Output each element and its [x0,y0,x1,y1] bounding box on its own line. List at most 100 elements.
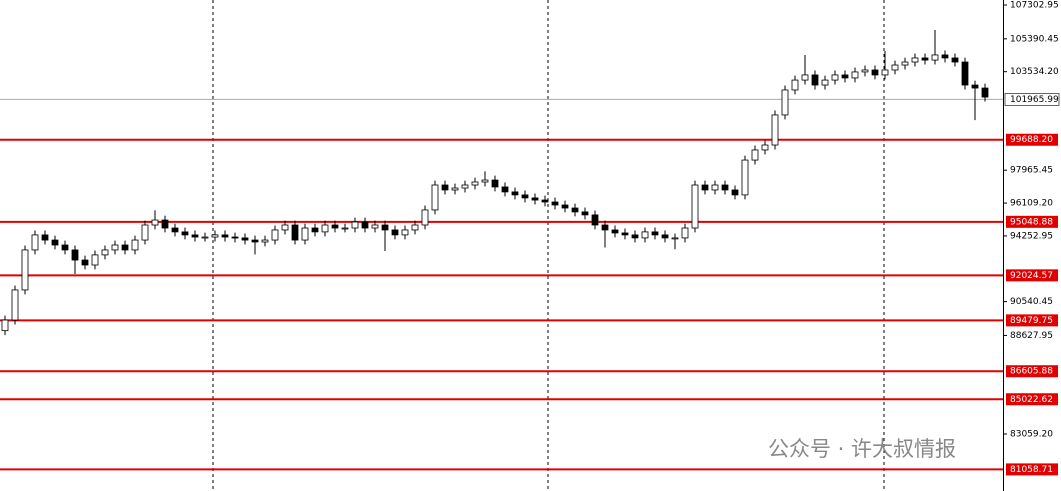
candle-body [851,71,859,79]
candle-body [931,54,939,61]
candle-body [181,231,189,236]
candle-body [381,224,389,231]
candle-body [141,224,149,241]
candle-body [951,57,959,63]
candle-body [701,184,709,191]
candle-body [561,204,569,209]
candle-body [881,69,889,76]
current-price-label: 101965.99 [1010,95,1059,105]
level-label: 85022.62 [1010,395,1053,405]
y-tick-label: 103534.20 [1010,67,1059,77]
candle-body [691,184,699,229]
level-label: 99688.20 [1010,135,1053,145]
y-tick-label: 83059.20 [1010,429,1053,439]
candle-body [591,214,599,226]
y-tick-label: 90540.45 [1010,297,1053,307]
candle-body [361,221,369,229]
candle-body [671,237,679,240]
level-label: 86605.88 [1010,367,1053,377]
candle-body [31,234,39,251]
candle-body [821,79,829,86]
candle-body [911,57,919,63]
y-tick-label: 97965.45 [1010,166,1053,176]
candle-body [631,234,639,239]
candle-body [461,184,469,189]
candle-body [681,227,689,239]
candle-body [161,219,169,229]
candle-body [481,179,489,183]
candle-body [111,244,119,251]
candle-body [371,224,379,229]
candle-body [801,74,809,81]
candle-body [781,89,789,116]
candle-body [711,184,719,191]
candle-body [101,249,109,256]
candle-body [451,187,459,191]
candle-body [721,184,729,191]
candle-body [901,61,909,66]
y-tick-label: 88627.95 [1010,331,1053,341]
candle-body [861,69,869,73]
candle-body [91,254,99,266]
watermark: 公众号 · 许大叔情报 [768,437,956,461]
candle-body [661,234,669,239]
candle-body [751,149,759,161]
level-label-box [1006,269,1058,282]
candle-body [211,234,219,238]
candle-body [501,186,509,193]
level-label-box [1006,215,1058,228]
candle-body [761,144,769,151]
candle-body [311,227,319,233]
candle-body [431,184,439,211]
candle-body [341,227,349,230]
candle-body [741,159,749,196]
candle-body [51,239,59,246]
candle-body [841,74,849,79]
level-label-box [1006,365,1058,378]
candle-body [891,64,899,71]
current-price-box [1004,93,1060,106]
candle-body [551,201,559,206]
candle-body [281,224,289,231]
candle-body [321,224,329,233]
y-tick-label: 94252.95 [1010,231,1053,241]
candle-body [651,231,659,236]
candle-body [611,229,619,234]
candle-body [11,289,19,321]
candle-body [261,239,269,243]
candle-body [641,231,649,239]
level-label: 95048.88 [1010,217,1053,227]
candle-body [771,114,779,146]
candle-body [411,224,419,231]
level-label-box [1006,314,1058,327]
candle-body [231,236,239,239]
candle-body [241,237,249,241]
candle-body [331,224,339,229]
level-label: 89479.75 [1010,316,1053,326]
candle-body [731,189,739,196]
candle-body [131,239,139,251]
candle-body [971,84,979,89]
candle-body [221,234,229,238]
candle-body [1,319,9,332]
candle-body [981,87,989,98]
y-tick-label: 96109.20 [1010,199,1053,209]
y-tick-label: 107302.95 [1010,0,1059,10]
candle-body [811,74,819,86]
candle-body [251,239,259,243]
candle-body [291,224,299,241]
candle-body [511,191,519,196]
candle-body [941,54,949,59]
level-label: 92024.57 [1010,271,1053,281]
candle-body [21,249,29,291]
level-label: 81058.71 [1010,465,1053,475]
candle-body [391,229,399,236]
candle-body [541,199,549,203]
candle-body [121,244,129,251]
candle-body [791,79,799,91]
candle-body [151,219,159,226]
y-tick-label: 105390.45 [1010,34,1059,44]
candle-body [921,57,929,61]
candle-body [81,259,89,266]
